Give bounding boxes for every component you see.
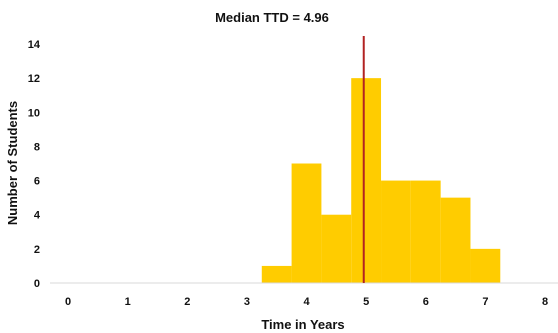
histogram-bar bbox=[261, 265, 292, 283]
histogram-bar bbox=[381, 180, 411, 283]
x-tick-label: 8 bbox=[542, 296, 548, 308]
x-axis-title: Time in Years bbox=[261, 317, 344, 332]
histogram-bar bbox=[351, 78, 382, 284]
histogram-bar bbox=[321, 214, 352, 283]
chart-title: Median TTD = 4.96 bbox=[215, 10, 329, 25]
y-tick-label: 0 bbox=[34, 278, 40, 290]
y-tick-label: 14 bbox=[28, 39, 41, 51]
y-axis-ticks: 0 2 4 6 8 10 12 14 bbox=[28, 39, 41, 290]
y-axis-title: Number of Students bbox=[5, 101, 20, 225]
y-tick-label: 6 bbox=[34, 176, 40, 188]
histogram-bar bbox=[470, 248, 501, 283]
x-tick-label: 2 bbox=[184, 296, 190, 308]
x-tick-label: 3 bbox=[244, 296, 250, 308]
y-tick-label: 8 bbox=[34, 141, 40, 153]
x-tick-label: 0 bbox=[65, 296, 71, 308]
histogram-bars bbox=[261, 78, 501, 284]
x-tick-label: 1 bbox=[125, 296, 131, 308]
x-tick-label: 7 bbox=[482, 296, 488, 308]
x-tick-label: 6 bbox=[423, 296, 429, 308]
x-axis-ticks: 0 1 2 3 4 5 6 7 8 bbox=[65, 296, 548, 308]
y-tick-label: 10 bbox=[28, 107, 40, 119]
histogram-bar bbox=[440, 197, 471, 283]
x-tick-label: 5 bbox=[363, 296, 369, 308]
x-tick-label: 4 bbox=[303, 296, 310, 308]
y-tick-label: 2 bbox=[34, 244, 40, 256]
histogram-bar bbox=[291, 163, 322, 283]
histogram-bar bbox=[410, 180, 441, 283]
y-tick-label: 12 bbox=[28, 73, 40, 85]
y-tick-label: 4 bbox=[34, 210, 41, 222]
